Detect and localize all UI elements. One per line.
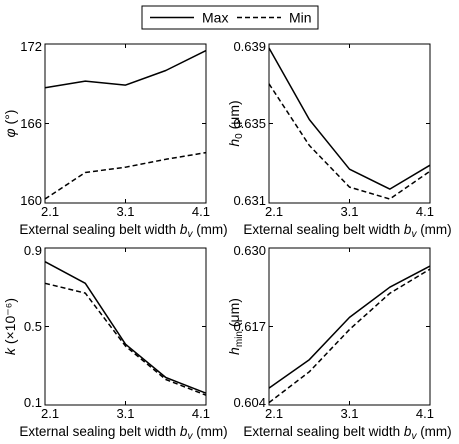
y-tick-label: 0.631: [233, 193, 266, 208]
y-tick-label: 160: [20, 193, 42, 208]
x-axis-label: External sealing belt width bv (mm): [243, 424, 451, 442]
x-tick-label: 3.1: [340, 406, 358, 421]
legend-label-min: Min: [289, 10, 312, 26]
plot-frame: [44, 247, 207, 406]
y-tick-label: 166: [20, 116, 42, 131]
x-tick-label: 4.1: [192, 204, 210, 219]
x-tick-label: 4.1: [416, 204, 434, 219]
y-tick-label: 0.1: [24, 395, 42, 410]
series-line-max: [268, 47, 431, 190]
y-tick-label: 172: [20, 39, 42, 54]
chart-panel-4: 2.1 3.1 4.1 0.604 0.617 0.630 External sealing…: [226, 243, 452, 442]
y-axis-label: k (×10⁻⁶): [2, 298, 18, 355]
x-axis-label: External sealing belt width bv (mm): [19, 222, 227, 240]
chart-panel-2: 2.1 3.1 4.1 0.631 0.635 0.639 External sealing…: [226, 39, 452, 240]
x-tick-label: 2.1: [41, 204, 59, 219]
x-tick-label: 3.1: [116, 406, 134, 421]
series-line-max: [44, 49, 207, 89]
y-tick-label: 0.635: [233, 116, 266, 131]
series-line-min: [44, 151, 207, 200]
x-tick-label: 4.1: [416, 406, 434, 421]
y-tick-label: 0.9: [24, 243, 42, 258]
x-tick-label: 2.1: [41, 406, 59, 421]
x-axis-label: External sealing belt width bv (mm): [19, 424, 227, 442]
y-tick-label: 0.630: [233, 243, 266, 258]
chart-panel-3: 2.1 3.1 4.1 0.1 0.5 0.9 External sealing belt …: [2, 243, 228, 442]
y-tick-label: 0.5: [24, 319, 42, 334]
y-tick-label: 0.639: [233, 39, 266, 54]
legend-box: [141, 5, 319, 30]
series-line-min: [268, 268, 431, 404]
plot-frame: [44, 43, 207, 204]
series-line-min: [268, 83, 431, 200]
y-axis-label: hmin (μm): [226, 298, 245, 355]
x-tick-label: 4.1: [192, 406, 210, 421]
plot-frame: [268, 247, 431, 406]
x-tick-label: 3.1: [340, 204, 358, 219]
x-axis-label: External sealing belt width bv (mm): [243, 222, 451, 240]
y-tick-label: 0.617: [233, 319, 266, 334]
legend: Max Min: [141, 5, 319, 30]
x-tick-label: 3.1: [116, 204, 134, 219]
series-line-max: [268, 265, 431, 389]
y-axis-label: h0 (μm): [226, 100, 245, 146]
y-tick-label: 0.604: [233, 395, 266, 410]
series-line-min: [44, 282, 207, 396]
chart-panel-1: 2.1 3.1 4.1 160 166 172 External sealing belt …: [2, 39, 228, 240]
series-line-max: [44, 261, 207, 394]
y-axis-label: φ (°): [2, 110, 18, 138]
x-tick-label: 2.1: [265, 204, 283, 219]
x-tick-label: 2.1: [265, 406, 283, 421]
legend-label-max: Max: [202, 10, 228, 26]
